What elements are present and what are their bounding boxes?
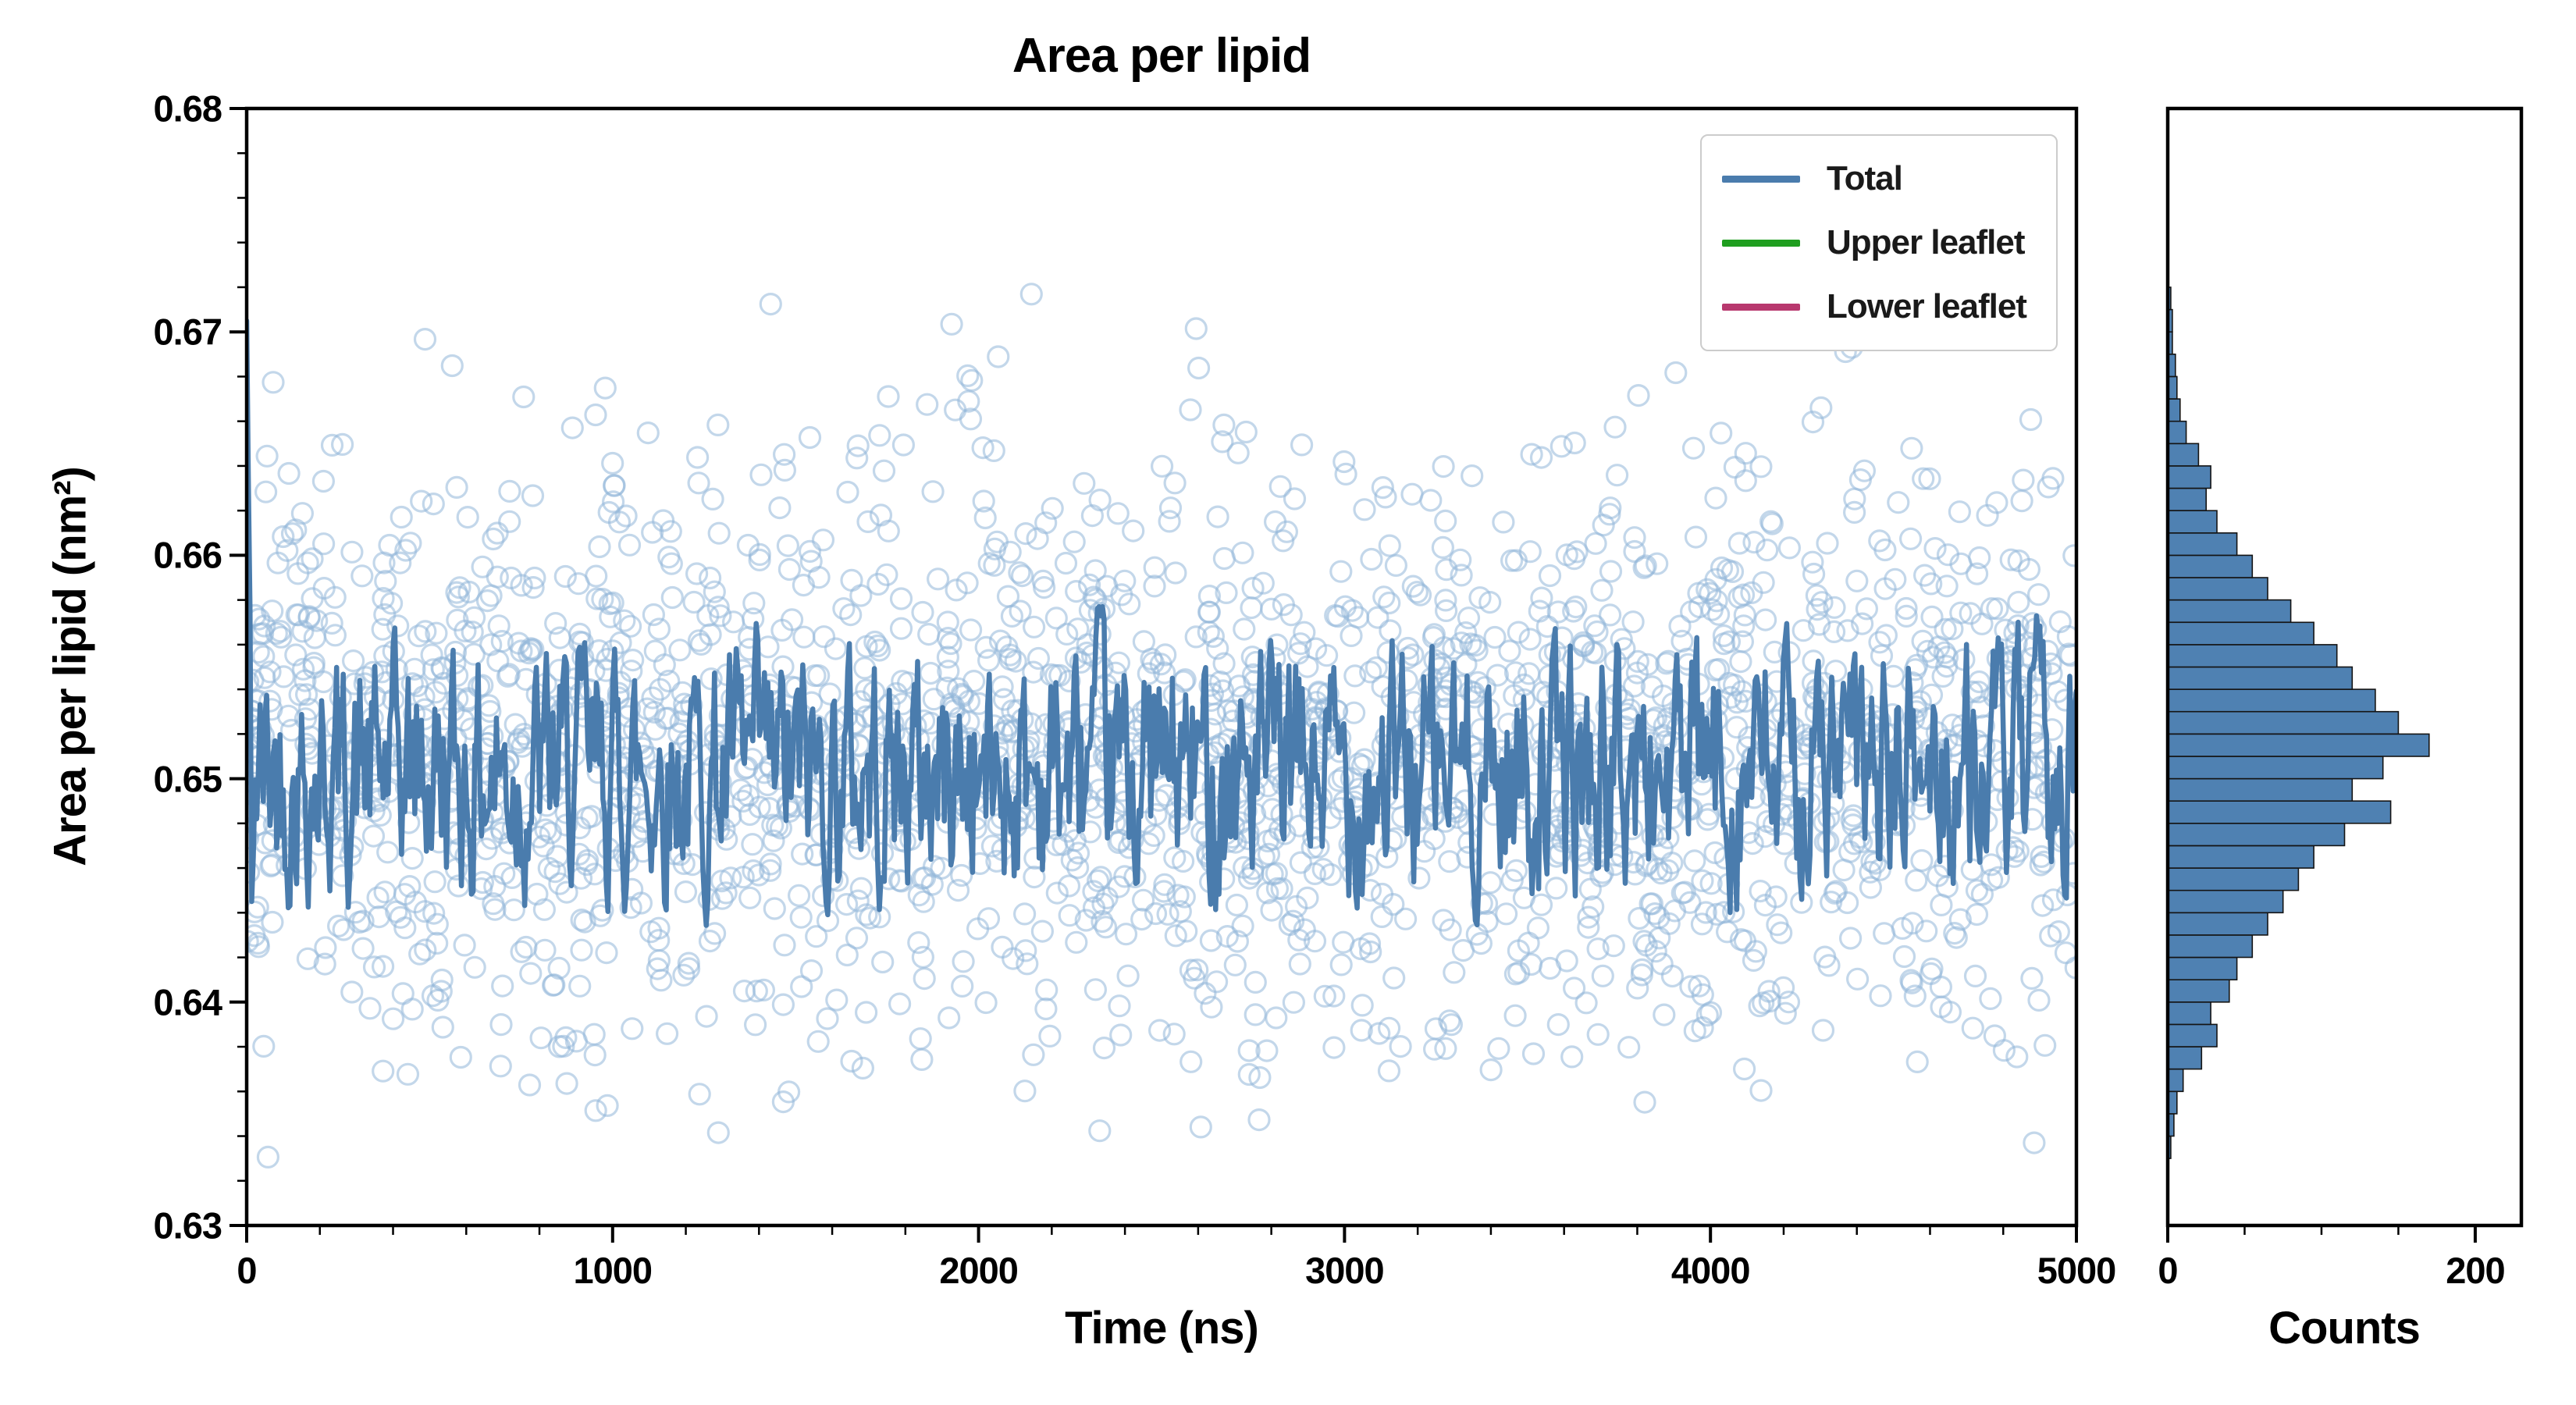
histogram-axes-spines (2165, 106, 2524, 1228)
x-tick-label: 5000 (2037, 1250, 2117, 1291)
x-tick-label: 1000 (573, 1250, 653, 1291)
hist-x-tick-label: 200 (2446, 1250, 2505, 1291)
y-tick-label: 0.65 (153, 758, 222, 800)
total-line-series (247, 318, 2076, 928)
hist-x-tick-label: 0 (2158, 1250, 2178, 1291)
chart-title: Area per lipid (1012, 29, 1311, 83)
y-tick-label: 0.63 (153, 1204, 222, 1247)
legend-swatch-upper-leaflet (1722, 239, 1800, 247)
y-tick-label: 0.66 (153, 534, 222, 576)
histogram-bars (2168, 286, 2430, 1159)
legend-entry-lower-leaflet: Lower leaflet (1722, 278, 2036, 336)
legend-label-upper-leaflet: Upper leaflet (1827, 223, 2026, 261)
legend: Total Upper leaflet Lower leaflet (1700, 134, 2058, 351)
x-tick-label: 2000 (939, 1250, 1019, 1291)
y-tick-label: 0.64 (153, 981, 222, 1023)
axis-ticks (229, 107, 2477, 1243)
y-tick-label: 0.68 (153, 87, 222, 130)
x-tick-label: 4000 (1670, 1250, 1751, 1291)
legend-entry-total: Total (1722, 150, 2036, 208)
x-axis-label-time: Time (ns) (1065, 1303, 1259, 1353)
x-tick-label: 0 (237, 1250, 257, 1291)
legend-label-lower-leaflet: Lower leaflet (1827, 287, 2027, 325)
legend-swatch-lower-leaflet (1722, 303, 1800, 311)
y-axis-label: Area per lipid (nm²) (44, 467, 96, 866)
x-tick-label: 3000 (1305, 1250, 1385, 1291)
legend-entry-upper-leaflet: Upper leaflet (1722, 214, 2036, 272)
legend-label-total: Total (1827, 159, 1903, 197)
x-axis-label-counts: Counts (2268, 1303, 2421, 1353)
main-axes-spines (244, 106, 2079, 1228)
legend-swatch-total (1722, 175, 1800, 183)
y-tick-label: 0.67 (153, 311, 222, 353)
